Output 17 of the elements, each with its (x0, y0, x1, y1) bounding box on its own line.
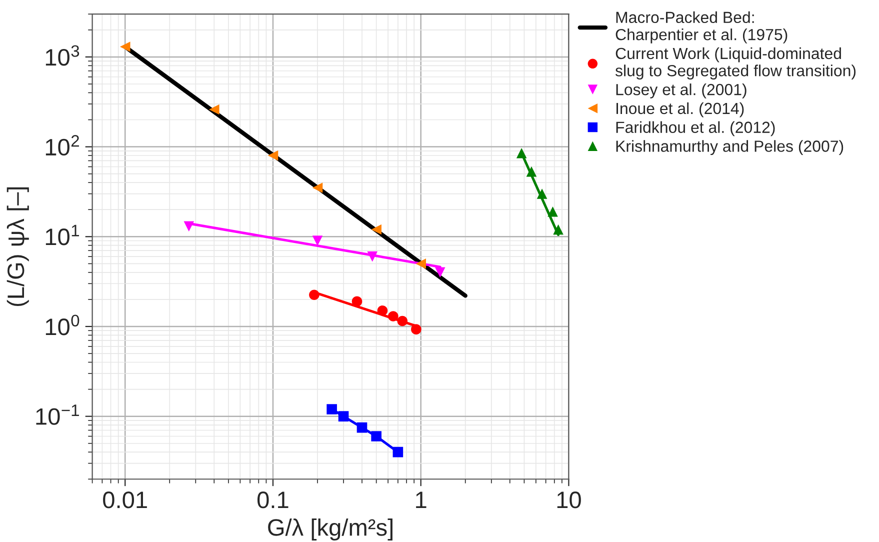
legend-label: Current Work (Liquid-dominated slug to Segregated flow transition) (615, 47, 856, 80)
x-axis-title: G/λ [kg/m²s] (268, 518, 392, 541)
x-tick-label: 10 (557, 492, 581, 508)
y-tick-label: 10$^{−1}$ (36, 404, 79, 425)
legend-label: Faridkhou et al. (2012) (616, 121, 775, 136)
y-tick-label: 10$^{3}$ (46, 45, 80, 66)
x-tick-label: 1 (416, 492, 426, 508)
x-tick-label: 0.1 (257, 492, 288, 508)
x-tick-label: 0.01 (103, 492, 147, 508)
y-tick-label: 10$^{2}$ (46, 135, 79, 156)
legend-label: Inoue et al. (2014) (616, 102, 744, 118)
legend-label: Krishnamurthy and Peles (2007) (616, 140, 844, 156)
y-tick-label: 10$^{1}$ (46, 224, 79, 246)
y-axis-title: (L/G) ψλ [–] (6, 187, 29, 306)
y-tick-label: 10$^{0}$ (46, 314, 80, 336)
legend-label: Macro-Packed Bed: Charpentier et al. (1975) (616, 11, 788, 44)
legend-label: Losey et al. (2001) (616, 83, 746, 98)
